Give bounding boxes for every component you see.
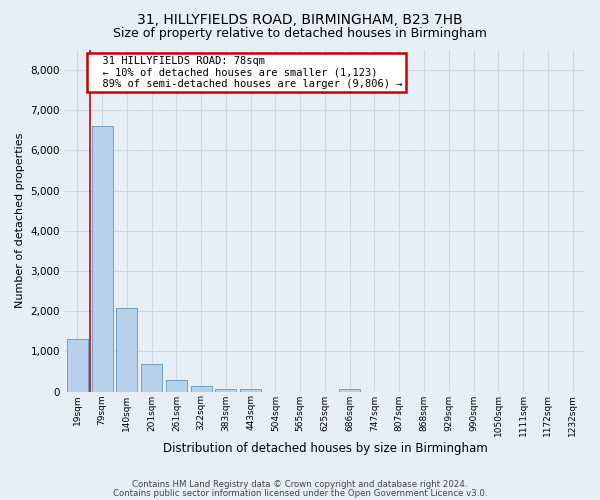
Bar [339, 390, 360, 392]
Bar [141, 364, 162, 392]
Bar [166, 380, 187, 392]
Y-axis label: Number of detached properties: Number of detached properties [15, 133, 25, 308]
Bar [116, 308, 137, 392]
Bar [191, 386, 212, 392]
X-axis label: Distribution of detached houses by size in Birmingham: Distribution of detached houses by size … [163, 442, 487, 455]
Text: Contains HM Land Registry data © Crown copyright and database right 2024.: Contains HM Land Registry data © Crown c… [132, 480, 468, 489]
Text: 31 HILLYFIELDS ROAD: 78sqm
  ← 10% of detached houses are smaller (1,123)
  89% : 31 HILLYFIELDS ROAD: 78sqm ← 10% of deta… [90, 56, 403, 89]
Text: Contains public sector information licensed under the Open Government Licence v3: Contains public sector information licen… [113, 488, 487, 498]
Bar [240, 390, 261, 392]
Text: Size of property relative to detached houses in Birmingham: Size of property relative to detached ho… [113, 28, 487, 40]
Text: 31, HILLYFIELDS ROAD, BIRMINGHAM, B23 7HB: 31, HILLYFIELDS ROAD, BIRMINGHAM, B23 7H… [137, 12, 463, 26]
Bar [67, 340, 88, 392]
Bar [215, 388, 236, 392]
Bar [92, 126, 113, 392]
